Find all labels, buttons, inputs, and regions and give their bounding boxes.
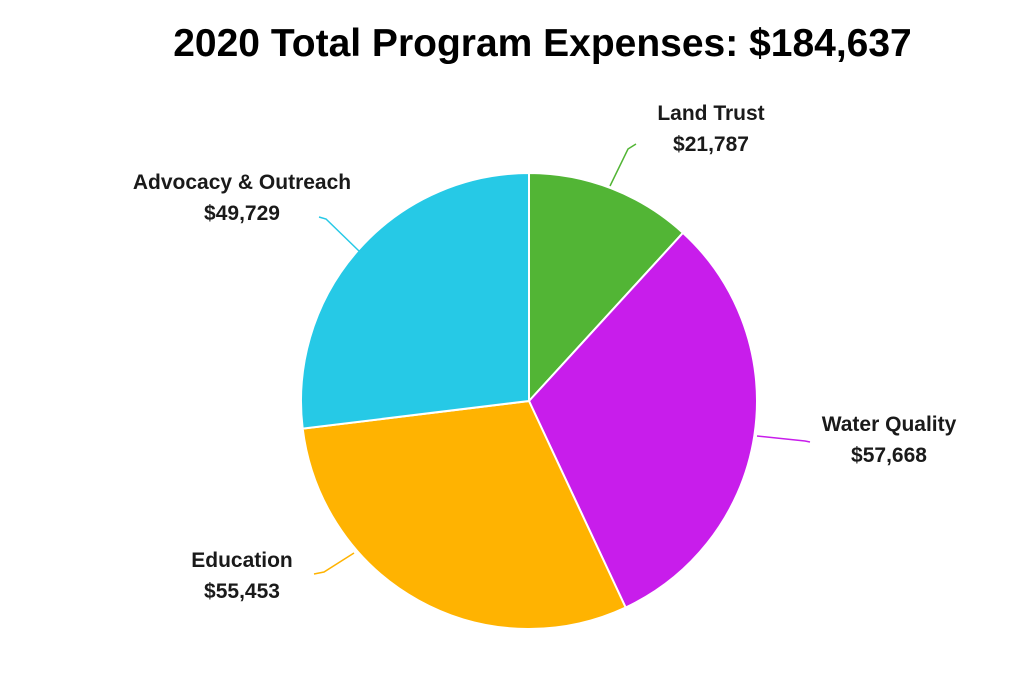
leader-line-land-trust [609, 143, 637, 187]
slice-label-education: Education [191, 549, 293, 572]
leader-line-water-quality [756, 435, 811, 443]
slice-value-land-trust: $21,787 [673, 133, 749, 156]
pie-slice-land-trust [528, 172, 684, 402]
leader-line-advocacy-outreach [318, 216, 360, 252]
slice-label-land-trust: Land Trust [657, 102, 764, 125]
leader-line-education [313, 552, 355, 575]
pie-slice-education [301, 400, 627, 630]
slice-value-advocacy-outreach: $49,729 [204, 202, 280, 225]
pie-slice-water-quality [528, 231, 758, 609]
slice-label-water-quality: Water Quality [822, 413, 957, 436]
pie-slice-advocacy-outreach [300, 172, 530, 430]
slice-value-water-quality: $57,668 [851, 444, 927, 467]
slice-value-education: $55,453 [204, 580, 280, 603]
chart-title: 2020 Total Program Expenses: $184,637 [173, 22, 912, 65]
pie-slices [300, 172, 758, 630]
slice-label-advocacy-outreach: Advocacy & Outreach [133, 171, 351, 194]
